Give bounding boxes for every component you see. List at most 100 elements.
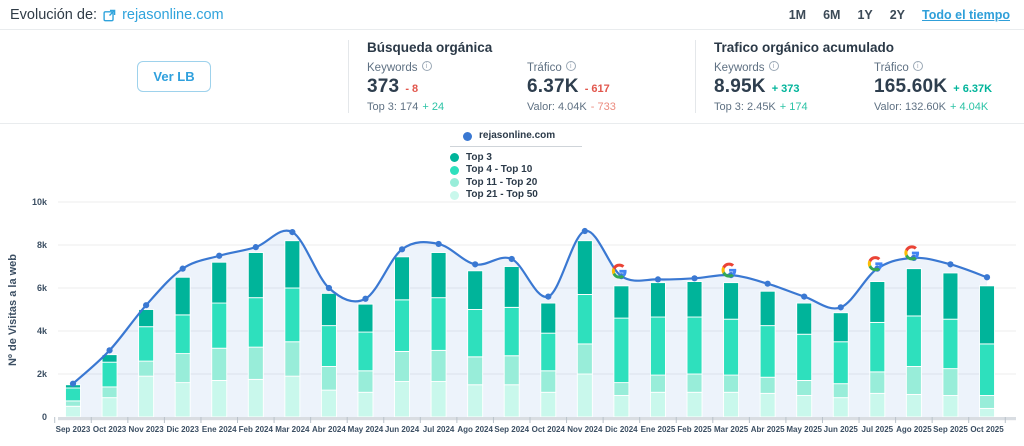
bar-segment[interactable]	[869, 281, 886, 323]
line-point[interactable]	[764, 280, 771, 287]
bar-segment[interactable]	[101, 386, 118, 399]
line-point[interactable]	[252, 244, 259, 251]
bar-segment[interactable]	[65, 400, 81, 407]
bar-segment[interactable]	[650, 316, 666, 376]
line-point[interactable]	[106, 347, 113, 354]
bar-segment[interactable]	[357, 370, 374, 393]
bar-segment[interactable]	[540, 391, 557, 418]
bar-segment[interactable]	[467, 309, 484, 358]
bar-segment[interactable]	[869, 321, 886, 373]
bar-segment[interactable]	[723, 391, 740, 418]
bar-segment[interactable]	[211, 347, 228, 381]
bar-segment[interactable]	[686, 373, 703, 393]
bar-segment[interactable]	[284, 287, 301, 343]
bar-segment[interactable]	[869, 371, 886, 394]
bar-segment[interactable]	[650, 391, 666, 418]
bar-segment[interactable]	[942, 395, 959, 418]
bar-segment[interactable]	[174, 276, 191, 316]
bar-segment[interactable]	[686, 391, 703, 418]
bar-segment[interactable]	[430, 297, 447, 351]
bar-segment[interactable]	[284, 240, 301, 289]
line-point[interactable]	[947, 261, 954, 268]
bar-segment[interactable]	[540, 302, 557, 334]
info-icon[interactable]: i	[421, 61, 432, 71]
bar-segment[interactable]	[284, 341, 301, 377]
line-point[interactable]	[179, 265, 186, 272]
bar-segment[interactable]	[796, 302, 813, 335]
bar-segment[interactable]	[759, 392, 776, 418]
range-1y[interactable]: 1Y	[857, 7, 873, 22]
bar-segment[interactable]	[723, 374, 740, 393]
bar-segment[interactable]	[796, 380, 813, 396]
line-point[interactable]	[216, 252, 223, 259]
domain-link[interactable]: rejasonline.com	[122, 6, 224, 23]
line-point[interactable]	[435, 240, 442, 248]
bar-segment[interactable]	[979, 285, 995, 345]
bar-segment[interactable]	[284, 375, 301, 418]
bar-segment[interactable]	[467, 356, 484, 386]
line-point[interactable]	[691, 275, 698, 282]
bar-segment[interactable]	[65, 387, 81, 402]
range-1m[interactable]: 1M	[788, 7, 807, 22]
bar-segment[interactable]	[723, 282, 740, 320]
bar-segment[interactable]	[796, 395, 813, 418]
bar-segment[interactable]	[138, 375, 155, 418]
legend-item-3[interactable]: Top 21 - Top 50	[450, 189, 582, 202]
line-point[interactable]	[801, 293, 808, 300]
bar-segment[interactable]	[942, 272, 959, 320]
bar-segment[interactable]	[759, 376, 776, 394]
line-point[interactable]	[398, 246, 406, 253]
bar-segment[interactable]	[503, 266, 520, 308]
bar-segment[interactable]	[211, 302, 228, 349]
info-icon[interactable]: i	[912, 61, 923, 71]
bar-segment[interactable]	[905, 393, 922, 418]
bar-segment[interactable]	[613, 395, 630, 418]
bar-segment[interactable]	[320, 292, 337, 327]
bar-segment[interactable]	[247, 346, 264, 380]
bar-segment[interactable]	[540, 332, 557, 372]
bar-segment[interactable]	[942, 368, 959, 396]
bar-segment[interactable]	[357, 391, 374, 418]
bar-segment[interactable]	[138, 326, 155, 362]
bar-segment[interactable]	[430, 252, 447, 299]
bar-segment[interactable]	[503, 355, 520, 386]
bar-segment[interactable]	[723, 318, 740, 376]
bar-segment[interactable]	[832, 397, 849, 418]
bar-segment[interactable]	[576, 240, 593, 295]
google-update-icon[interactable]	[904, 245, 920, 261]
bar-segment[interactable]	[686, 316, 703, 375]
external-link-icon[interactable]	[103, 9, 116, 22]
bar-segment[interactable]	[174, 382, 191, 418]
bar-segment[interactable]	[138, 360, 155, 377]
bar-segment[interactable]	[979, 395, 995, 409]
bar-segment[interactable]	[247, 297, 264, 348]
bar-segment[interactable]	[832, 341, 849, 385]
bar-segment[interactable]	[540, 370, 557, 393]
legend-item-2[interactable]: Top 11 - Top 20	[450, 177, 582, 190]
line-point[interactable]	[545, 293, 552, 300]
bar-segment[interactable]	[174, 353, 191, 384]
bar-segment[interactable]	[576, 293, 593, 345]
bar-segment[interactable]	[613, 285, 630, 319]
line-point[interactable]	[654, 276, 662, 283]
bar-segment[interactable]	[65, 405, 81, 418]
bar-segment[interactable]	[320, 325, 337, 367]
bar-segment[interactable]	[211, 261, 228, 304]
line-point[interactable]	[69, 380, 77, 387]
bar-segment[interactable]	[869, 392, 886, 418]
bar-segment[interactable]	[905, 268, 922, 317]
info-icon[interactable]: i	[768, 61, 779, 71]
bar-segment[interactable]	[759, 290, 776, 327]
google-update-icon[interactable]	[867, 256, 883, 272]
legend-item-1[interactable]: Top 4 - Top 10	[450, 164, 582, 177]
bar-segment[interactable]	[832, 383, 849, 399]
bar-segment[interactable]	[576, 343, 593, 375]
legend-item-0[interactable]: Top 3	[450, 152, 582, 165]
bar-segment[interactable]	[247, 378, 264, 418]
bar-segment[interactable]	[832, 312, 849, 343]
bar-segment[interactable]	[650, 282, 666, 318]
bar-segment[interactable]	[613, 382, 630, 396]
bar-segment[interactable]	[430, 349, 447, 382]
bar-segment[interactable]	[357, 303, 374, 333]
google-update-icon[interactable]	[611, 263, 627, 279]
